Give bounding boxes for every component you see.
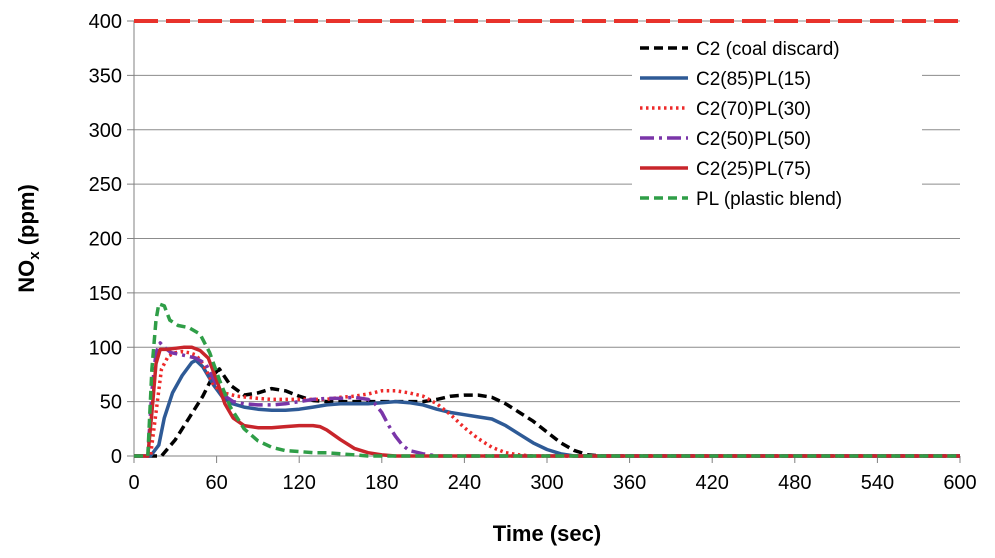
legend-label-2: C2(70)PL(30)	[696, 99, 811, 120]
legend-label-4: C2(25)PL(75)	[696, 159, 811, 180]
x-tick-label-420: 420	[696, 472, 729, 494]
y-tick-label-350: 350	[89, 65, 122, 87]
y-tick-label-300: 300	[89, 120, 122, 142]
legend: C2 (coal discard) C2(85)PL(15) C2(70)PL(30…	[632, 28, 922, 216]
y-tick-label-400: 400	[89, 11, 122, 33]
x-tick-label-360: 360	[613, 472, 646, 494]
series-line-0	[134, 369, 960, 456]
y-axis-ticks: 0 50 100 150 200 250 300 350 400	[89, 11, 134, 468]
y-tick-label-250: 250	[89, 174, 122, 196]
series-line-5	[134, 304, 960, 456]
y-tick-label-100: 100	[89, 337, 122, 359]
legend-label-0: C2 (coal discard)	[696, 39, 840, 60]
y-tick-label-0: 0	[111, 446, 122, 468]
y-tick-label-50: 50	[100, 392, 122, 414]
x-tick-label-300: 300	[530, 472, 563, 494]
x-tick-label-0: 0	[128, 472, 139, 494]
y-axis-title-rest: (ppm)	[14, 184, 39, 251]
legend-label-1: C2(85)PL(15)	[696, 69, 811, 90]
x-tick-label-120: 120	[283, 472, 316, 494]
x-tick-label-600: 600	[943, 472, 976, 494]
y-tick-label-150: 150	[89, 283, 122, 305]
x-axis-ticks: 0 60 120 180 240 300 360 420 480 540 600	[128, 456, 976, 494]
x-axis-title: Time (sec)	[493, 521, 601, 546]
y-tick-label-200: 200	[89, 229, 122, 251]
data-series	[134, 304, 960, 456]
x-tick-label-480: 480	[778, 472, 811, 494]
legend-label-3: C2(50)PL(50)	[696, 129, 811, 150]
legend-label-5: PL (plastic blend)	[696, 189, 842, 210]
y-axis-title-main: NO	[14, 260, 39, 293]
x-tick-label-180: 180	[365, 472, 398, 494]
y-axis-title: NOx (ppm)	[14, 184, 43, 293]
x-tick-label-240: 240	[448, 472, 481, 494]
x-tick-label-540: 540	[861, 472, 894, 494]
x-tick-label-60: 60	[205, 472, 227, 494]
